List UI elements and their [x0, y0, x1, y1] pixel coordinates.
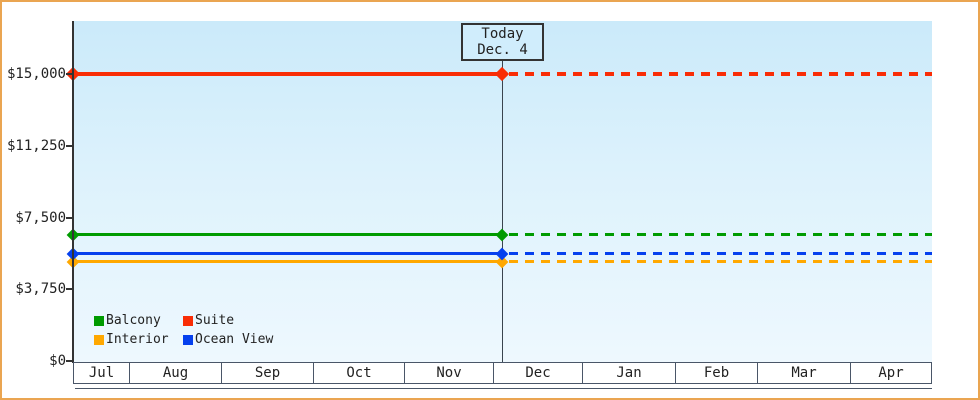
- legend-label: Interior: [106, 332, 169, 347]
- legend-swatch-icon: [94, 335, 104, 345]
- x-axis-month-cell: Nov: [405, 363, 494, 383]
- x-axis-month-cell: Oct: [314, 363, 405, 383]
- series-solid-segment: [74, 252, 502, 256]
- series-solid-segment: [74, 72, 502, 76]
- y-axis-line: [72, 21, 74, 363]
- x-axis-month-row: Jul Aug Sep Oct Nov Dec Jan Feb Mar Apr: [73, 362, 932, 384]
- series-dashed-segment: [509, 233, 932, 237]
- legend: Balcony Suite Interior Ocean View: [94, 313, 273, 348]
- today-date: Dec. 4: [477, 42, 528, 58]
- series-solid-segment: [74, 260, 502, 263]
- x-axis-month-cell: Apr: [878, 365, 904, 381]
- x-axis-month-cell: Feb: [676, 363, 758, 383]
- x-axis-month-cell: Jul: [74, 363, 130, 383]
- legend-item: Interior: [94, 332, 183, 348]
- y-axis-label: $11,250: [6, 137, 66, 154]
- today-annotation: Today Dec. 4: [461, 23, 544, 61]
- y-axis-tick: [66, 73, 72, 75]
- legend-label: Suite: [195, 313, 235, 328]
- today-label: Today: [481, 26, 524, 42]
- legend-swatch-icon: [183, 335, 193, 345]
- series-solid-segment: [74, 233, 502, 237]
- y-axis-label: $0: [49, 353, 66, 369]
- y-axis-label: $3,750: [15, 281, 66, 298]
- y-axis-label: $15,000: [6, 66, 66, 82]
- x-axis-baseline: [75, 388, 932, 389]
- legend-item: Balcony: [94, 313, 183, 329]
- y-axis-label: $7,500: [15, 209, 66, 226]
- legend-label: Balcony: [106, 313, 161, 328]
- x-axis-month-cell: Dec: [494, 363, 583, 383]
- x-axis-month-cell: Jan: [583, 363, 676, 383]
- legend-swatch-icon: [94, 316, 104, 326]
- legend-label: Ocean View: [195, 332, 274, 347]
- x-axis-month-cell: Mar: [758, 363, 851, 383]
- series-dashed-segment: [509, 260, 932, 263]
- legend-swatch-icon: [183, 316, 193, 326]
- today-line: [502, 60, 503, 362]
- y-axis-tick: [66, 360, 72, 362]
- y-axis-tick: [66, 144, 72, 147]
- y-axis-tick: [66, 288, 72, 291]
- series-dashed-segment: [509, 72, 932, 76]
- legend-item: Ocean View: [183, 332, 273, 348]
- x-axis-month-cell: Sep: [222, 363, 314, 383]
- series-dashed-segment: [509, 252, 932, 256]
- legend-item: Suite: [183, 313, 273, 329]
- y-axis-tick: [66, 216, 72, 219]
- x-axis-month-cell: Aug: [130, 363, 222, 383]
